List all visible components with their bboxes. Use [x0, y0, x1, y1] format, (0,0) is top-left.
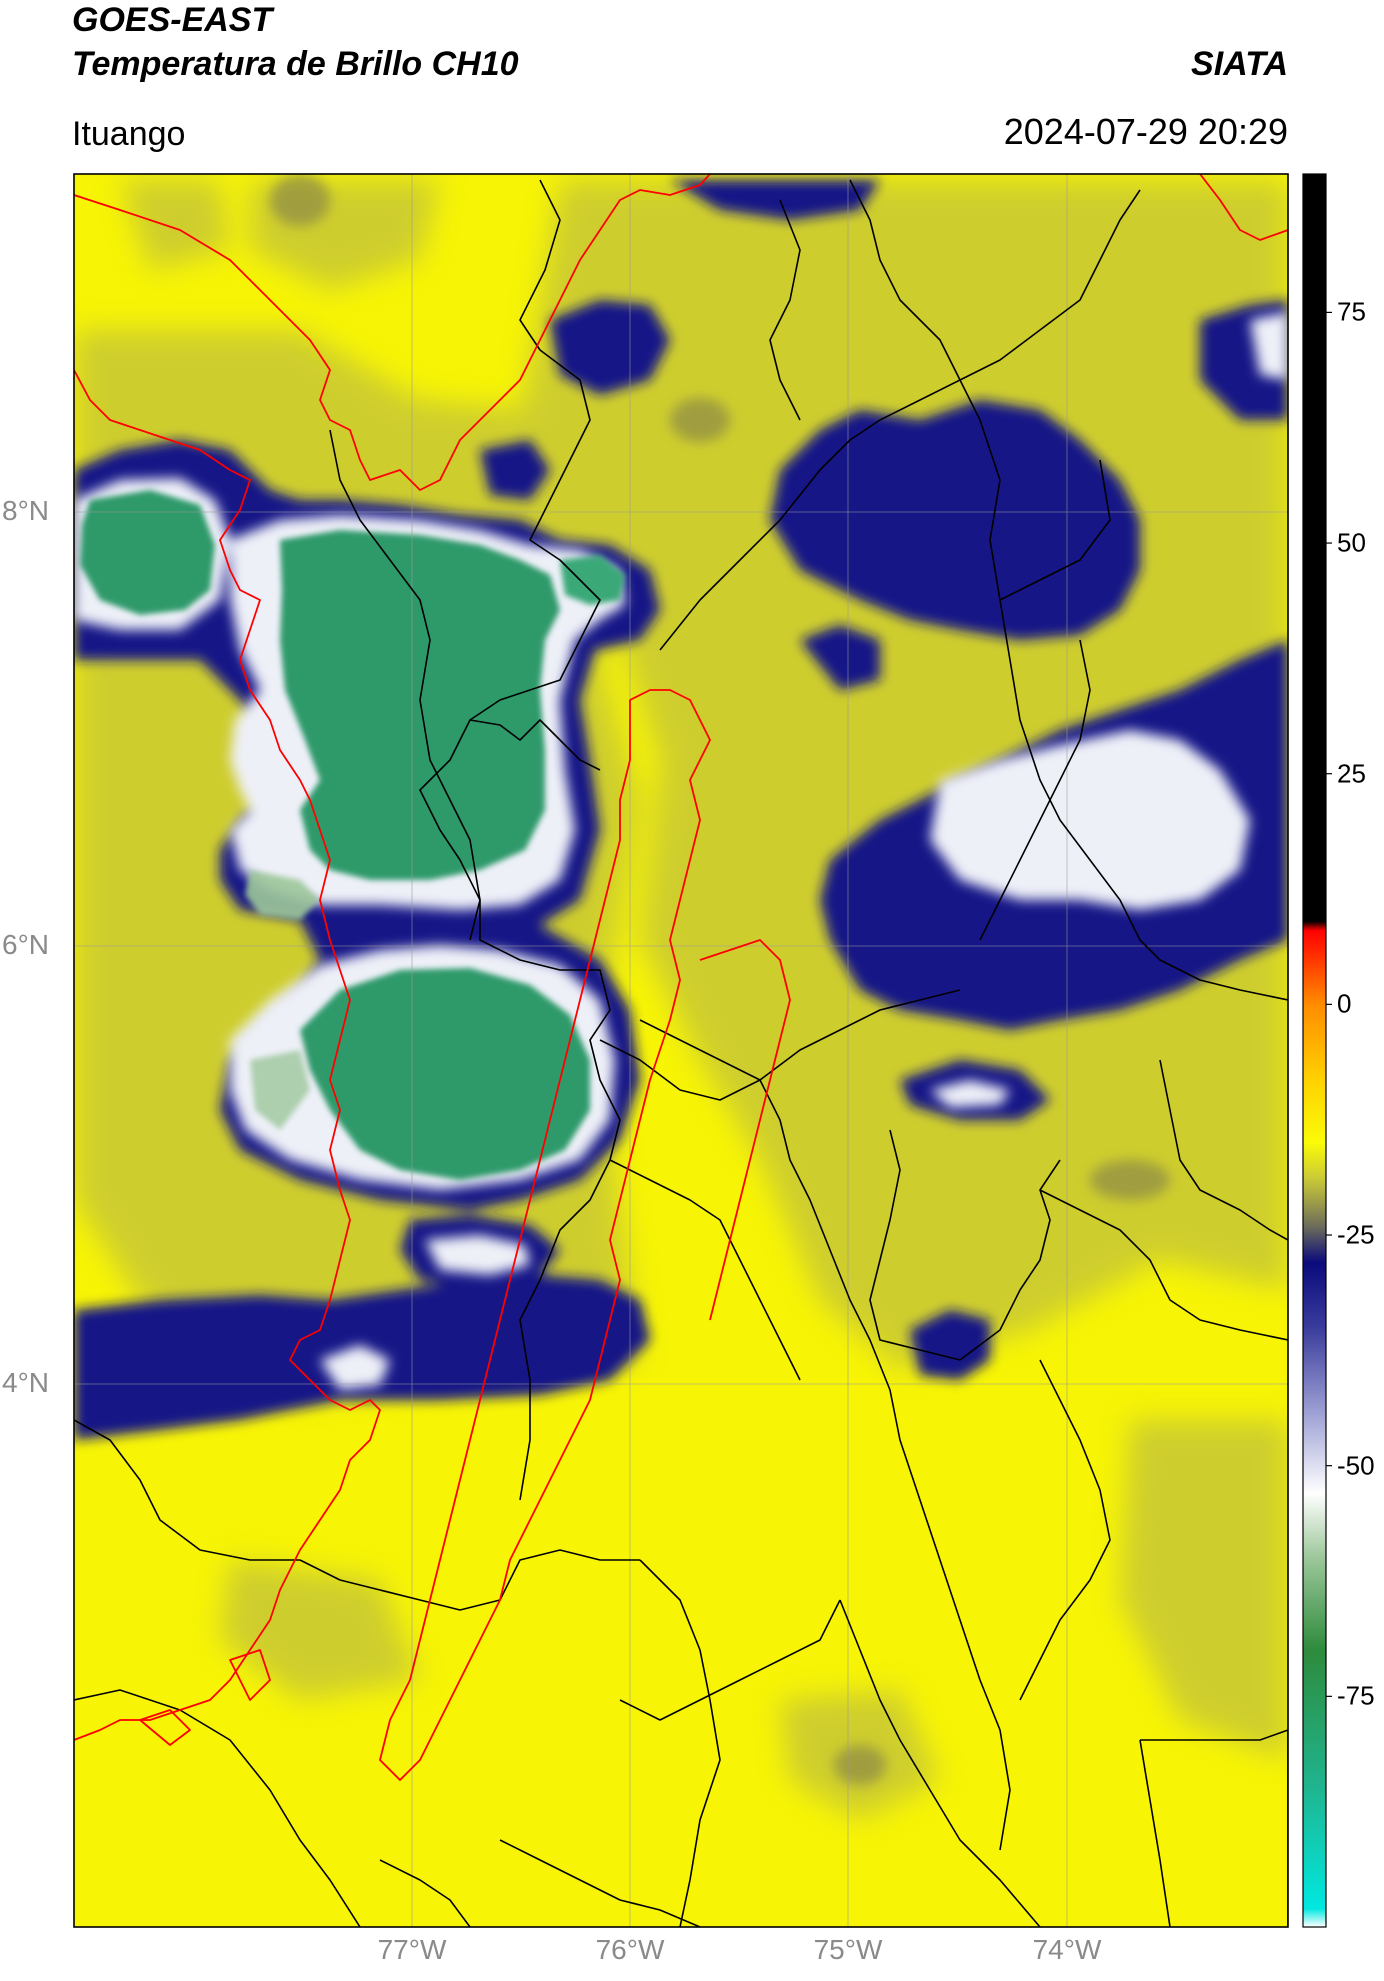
- title-product: Temperatura de Brillo CH10: [72, 45, 519, 83]
- plot-frame: [73, 173, 1289, 1928]
- colorbar-fill: [1303, 174, 1326, 1927]
- region-label: Ituango: [72, 115, 186, 153]
- latitude-label-8n: 8°N: [2, 495, 49, 526]
- colorbar-tick-label: -25: [1337, 1219, 1375, 1250]
- latitude-label-4n: 4°N: [2, 1367, 49, 1398]
- colorbar-tick-label: 25: [1337, 758, 1366, 789]
- organization-label: SIATA: [1191, 45, 1288, 83]
- coastline: [74, 174, 1288, 1781]
- colorbar-tick-label: -50: [1337, 1450, 1375, 1481]
- title-satellite: GOES-EAST: [72, 1, 273, 39]
- colorbar-tick-label: 75: [1337, 296, 1366, 327]
- graticule: [74, 174, 1288, 1927]
- longitude-label-76w: 76°W: [595, 1934, 665, 1965]
- longitude-label-75w: 75°W: [813, 1934, 883, 1965]
- colorbar-tick-label: 50: [1337, 527, 1366, 558]
- colorbar-frame: [1302, 173, 1327, 1928]
- colorbar: [1302, 173, 1332, 1928]
- latitude-label-6n: 6°N: [2, 929, 49, 960]
- colorbar-ticks: [1326, 311, 1332, 1697]
- longitude-label-77w: 77°W: [377, 1934, 447, 1965]
- olive-dark-spots: [270, 174, 1170, 1785]
- colorbar-tick-label: 0: [1337, 988, 1352, 1019]
- admin-boundaries: [74, 179, 1288, 1927]
- timestamp-label: 2024-07-29 20:29: [1003, 111, 1288, 152]
- cloud-coldest-tops: [80, 490, 625, 1180]
- longitude-label-74w: 74°W: [1032, 1934, 1102, 1965]
- colorbar-tick-label: -75: [1337, 1680, 1375, 1711]
